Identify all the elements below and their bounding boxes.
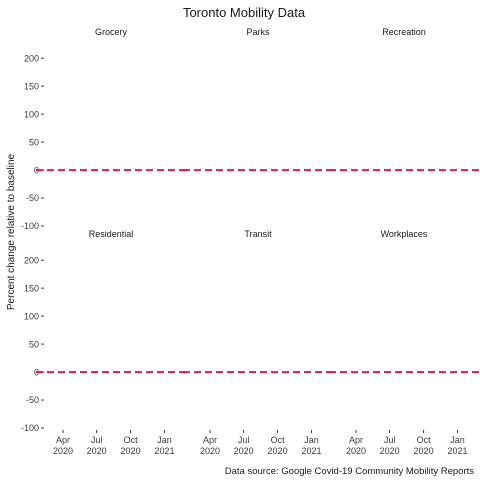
facet-label: Grocery <box>95 27 128 37</box>
x-tick-label: 2021 <box>155 446 175 456</box>
x-tick-label: Apr <box>349 435 363 445</box>
facet-label: Residential <box>89 229 134 239</box>
y-tick-label: 100 <box>24 109 39 119</box>
y-tick-label: -100 <box>21 423 39 433</box>
x-tick-label: 2021 <box>302 446 322 456</box>
x-tick-label: 2020 <box>414 446 434 456</box>
chart-caption: Data source: Google Covid-19 Community M… <box>225 466 474 477</box>
y-tick-label: -50 <box>26 193 39 203</box>
x-tick-label: 2020 <box>121 446 141 456</box>
y-tick-label: -50 <box>26 395 39 405</box>
facet-label: Recreation <box>382 27 426 37</box>
x-tick-label: 2020 <box>268 446 288 456</box>
x-tick-label: 2020 <box>346 446 366 456</box>
x-tick-label: 2021 <box>448 446 468 456</box>
x-tick-label: Oct <box>124 435 139 445</box>
x-tick-label: Jan <box>450 435 465 445</box>
x-tick-label: Oct <box>271 435 286 445</box>
y-tick-label: 50 <box>29 339 39 349</box>
y-tick-label: 200 <box>24 255 39 265</box>
x-tick-label: Jul <box>91 435 103 445</box>
x-tick-label: Jul <box>238 435 250 445</box>
y-tick-label: 150 <box>24 81 39 91</box>
x-tick-label: Jan <box>304 435 319 445</box>
y-axis-label: Percent change relative to baseline <box>6 153 17 310</box>
x-tick-label: 2020 <box>234 446 254 456</box>
x-tick-label: 2020 <box>87 446 107 456</box>
x-tick-label: 2020 <box>200 446 220 456</box>
x-tick-label: 2020 <box>53 446 73 456</box>
chart-title: Toronto Mobility Data <box>183 5 306 20</box>
x-tick-label: Apr <box>203 435 217 445</box>
x-tick-label: 2020 <box>380 446 400 456</box>
y-tick-label: 100 <box>24 311 39 321</box>
y-tick-label: 150 <box>24 283 39 293</box>
x-tick-label: Jan <box>157 435 172 445</box>
plot-layer: Grocery200150100500-50-100ParksRecreatio… <box>21 27 479 456</box>
facet-label: Workplaces <box>381 229 428 239</box>
x-tick-label: Oct <box>417 435 432 445</box>
y-tick-label: -100 <box>21 221 39 231</box>
x-tick-label: Jul <box>384 435 396 445</box>
y-tick-label: 200 <box>24 53 39 63</box>
x-tick-label: Apr <box>56 435 70 445</box>
facet-label: Transit <box>244 229 272 239</box>
facet-label: Parks <box>246 27 270 37</box>
y-tick-label: 50 <box>29 137 39 147</box>
